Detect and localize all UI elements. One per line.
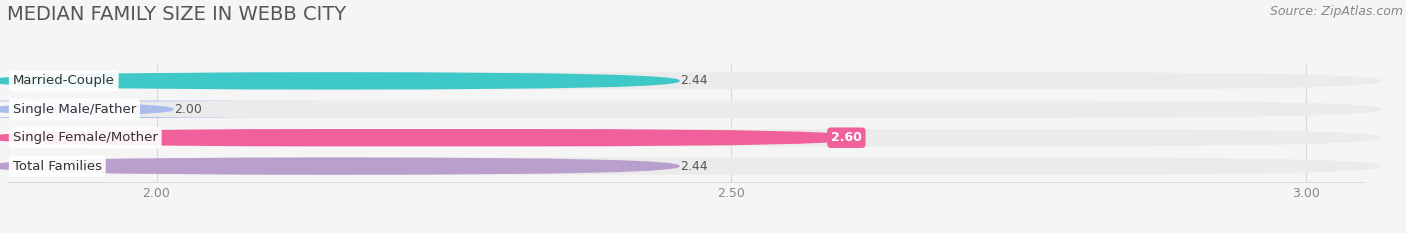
Text: Source: ZipAtlas.com: Source: ZipAtlas.com [1270, 5, 1403, 18]
Text: 2.60: 2.60 [831, 131, 862, 144]
Text: 2.00: 2.00 [174, 103, 201, 116]
Text: 2.44: 2.44 [679, 160, 707, 173]
Text: MEDIAN FAMILY SIZE IN WEBB CITY: MEDIAN FAMILY SIZE IN WEBB CITY [7, 5, 346, 24]
Text: Single Male/Father: Single Male/Father [13, 103, 136, 116]
Text: Total Families: Total Families [13, 160, 101, 173]
FancyBboxPatch shape [0, 101, 1381, 118]
Text: 2.44: 2.44 [679, 74, 707, 87]
FancyBboxPatch shape [0, 158, 679, 175]
FancyBboxPatch shape [0, 72, 1381, 89]
FancyBboxPatch shape [0, 72, 679, 89]
FancyBboxPatch shape [0, 101, 323, 118]
Text: Single Female/Mother: Single Female/Mother [13, 131, 157, 144]
FancyBboxPatch shape [0, 129, 1381, 146]
Text: Married-Couple: Married-Couple [13, 74, 115, 87]
FancyBboxPatch shape [0, 158, 1381, 175]
FancyBboxPatch shape [0, 129, 863, 146]
